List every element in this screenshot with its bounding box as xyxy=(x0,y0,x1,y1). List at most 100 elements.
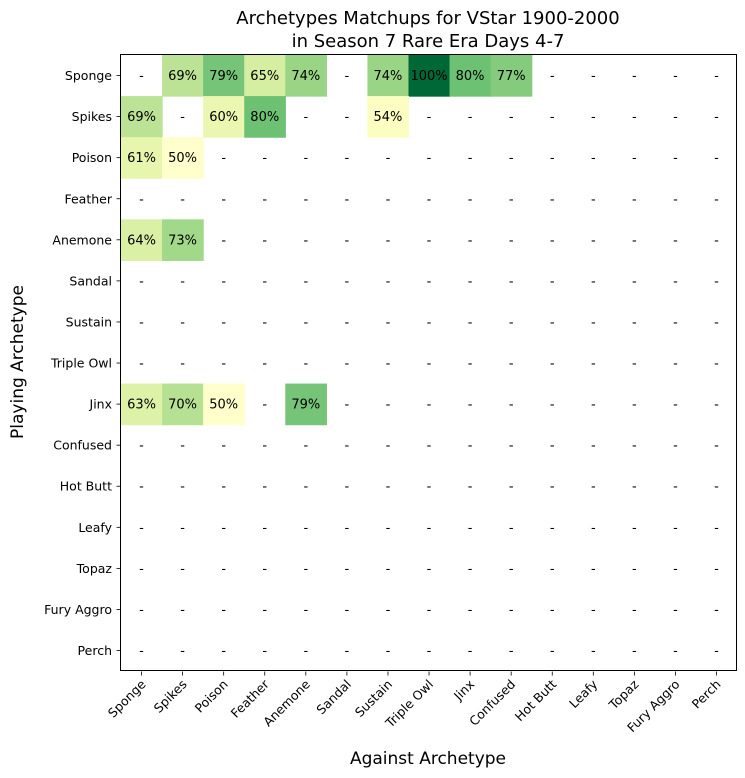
y-tick-label: Sustain xyxy=(66,314,112,329)
cell-label: - xyxy=(673,69,678,84)
cell-label: - xyxy=(221,151,226,166)
cell-label: - xyxy=(386,644,391,659)
cell-label: - xyxy=(591,110,596,125)
cell-label: - xyxy=(139,357,144,372)
cell-label: - xyxy=(550,192,555,207)
cell-label: - xyxy=(714,480,719,495)
x-tick-label: Poison xyxy=(192,677,231,716)
cell-label: - xyxy=(386,439,391,454)
cell-label: - xyxy=(632,644,637,659)
heatmap-cell xyxy=(285,55,327,97)
cell-label: - xyxy=(345,151,350,166)
cell-label: - xyxy=(303,562,308,577)
heatmap-cell xyxy=(162,219,204,261)
cell-label: - xyxy=(345,480,350,495)
cell-label: - xyxy=(550,603,555,618)
x-tick-label: Sandal xyxy=(313,677,354,718)
cell-label: - xyxy=(673,315,678,330)
cell-label: - xyxy=(509,398,514,413)
cell-label: - xyxy=(427,315,432,330)
heatmap-cell xyxy=(490,55,533,97)
cell-label: - xyxy=(345,398,350,413)
x-tick-label: Sponge xyxy=(105,676,149,720)
cell-label: - xyxy=(550,521,555,536)
cell-label: - xyxy=(509,480,514,495)
cell-label: 80% xyxy=(456,69,485,84)
cell-label: 64% xyxy=(127,233,156,248)
x-tick-label: Topaz xyxy=(605,676,642,713)
cell-label: - xyxy=(139,315,144,330)
cell-label: - xyxy=(180,110,185,125)
cell-label: 60% xyxy=(209,110,238,125)
cell-label: - xyxy=(673,521,678,536)
plot-frame xyxy=(120,54,737,671)
cell-label: - xyxy=(673,192,678,207)
cell-label: - xyxy=(632,603,637,618)
cell-label: - xyxy=(632,398,637,413)
y-tick-label: Hot Butt xyxy=(60,479,112,494)
y-axis-ticks: Sponge Spikes Poison Feather Anemone Sandal Su… xyxy=(44,68,121,658)
cell-label: - xyxy=(632,233,637,248)
x-tick-label: Spikes xyxy=(151,677,190,716)
cell-label: - xyxy=(139,480,144,495)
cell-label: - xyxy=(591,439,596,454)
y-tick-label: Confused xyxy=(53,438,112,453)
heatmap-cell xyxy=(408,55,451,97)
cell-label: - xyxy=(468,562,473,577)
cell-label: - xyxy=(303,644,308,659)
cell-label: - xyxy=(509,274,514,289)
cell-label: - xyxy=(427,603,432,618)
heatmap-cell xyxy=(162,137,204,179)
cell-label: - xyxy=(180,521,185,536)
cell-label: - xyxy=(673,151,678,166)
cell-label: - xyxy=(468,357,473,372)
cell-label: - xyxy=(386,357,391,372)
x-axis-title: Against Archetype xyxy=(350,749,506,769)
y-tick-label: Jinx xyxy=(89,397,112,412)
cell-label: - xyxy=(221,439,226,454)
cell-label: - xyxy=(221,521,226,536)
cell-label: - xyxy=(714,315,719,330)
cell-label: - xyxy=(673,644,678,659)
cell-label: 65% xyxy=(250,69,279,84)
cell-label: 74% xyxy=(374,69,403,84)
cell-label: - xyxy=(714,398,719,413)
cell-label: - xyxy=(714,110,719,125)
chart-title-line-1: Archetypes Matchups for VStar 1900-2000 xyxy=(236,8,619,29)
cell-label: - xyxy=(221,480,226,495)
cell-label: - xyxy=(591,233,596,248)
cell-label: - xyxy=(303,233,308,248)
cell-label: - xyxy=(714,151,719,166)
cell-label: - xyxy=(345,644,350,659)
cell-label: - xyxy=(673,110,678,125)
cell-label: - xyxy=(427,151,432,166)
cell-label: - xyxy=(221,192,226,207)
cell-label: - xyxy=(468,480,473,495)
cell-label: - xyxy=(591,603,596,618)
cell-label: - xyxy=(591,562,596,577)
cell-label: - xyxy=(550,274,555,289)
y-tick-label: Perch xyxy=(78,643,112,658)
cell-label: - xyxy=(262,644,267,659)
cell-label: - xyxy=(386,233,391,248)
cell-label: - xyxy=(345,110,350,125)
cell-label: 73% xyxy=(168,233,197,248)
cell-label: - xyxy=(303,521,308,536)
heatmap-cell xyxy=(203,383,245,426)
cell-label: - xyxy=(468,521,473,536)
cell-label: - xyxy=(180,603,185,618)
cell-label: - xyxy=(180,644,185,659)
cell-label: - xyxy=(262,439,267,454)
cell-label: - xyxy=(386,521,391,536)
cell-label: - xyxy=(262,603,267,618)
heatmap-cell-labels: - 69% 79% 65% 74% - 74% 100% 80% 77% - - - - - 69% - 60% 8… xyxy=(127,69,719,659)
cell-label: - xyxy=(386,562,391,577)
cell-label: - xyxy=(386,151,391,166)
cell-label: - xyxy=(714,521,719,536)
cell-label: - xyxy=(345,274,350,289)
cell-label: - xyxy=(591,315,596,330)
heatmap-cell xyxy=(367,96,410,138)
x-tick-label: Jinx xyxy=(450,677,477,704)
cell-label: - xyxy=(632,69,637,84)
